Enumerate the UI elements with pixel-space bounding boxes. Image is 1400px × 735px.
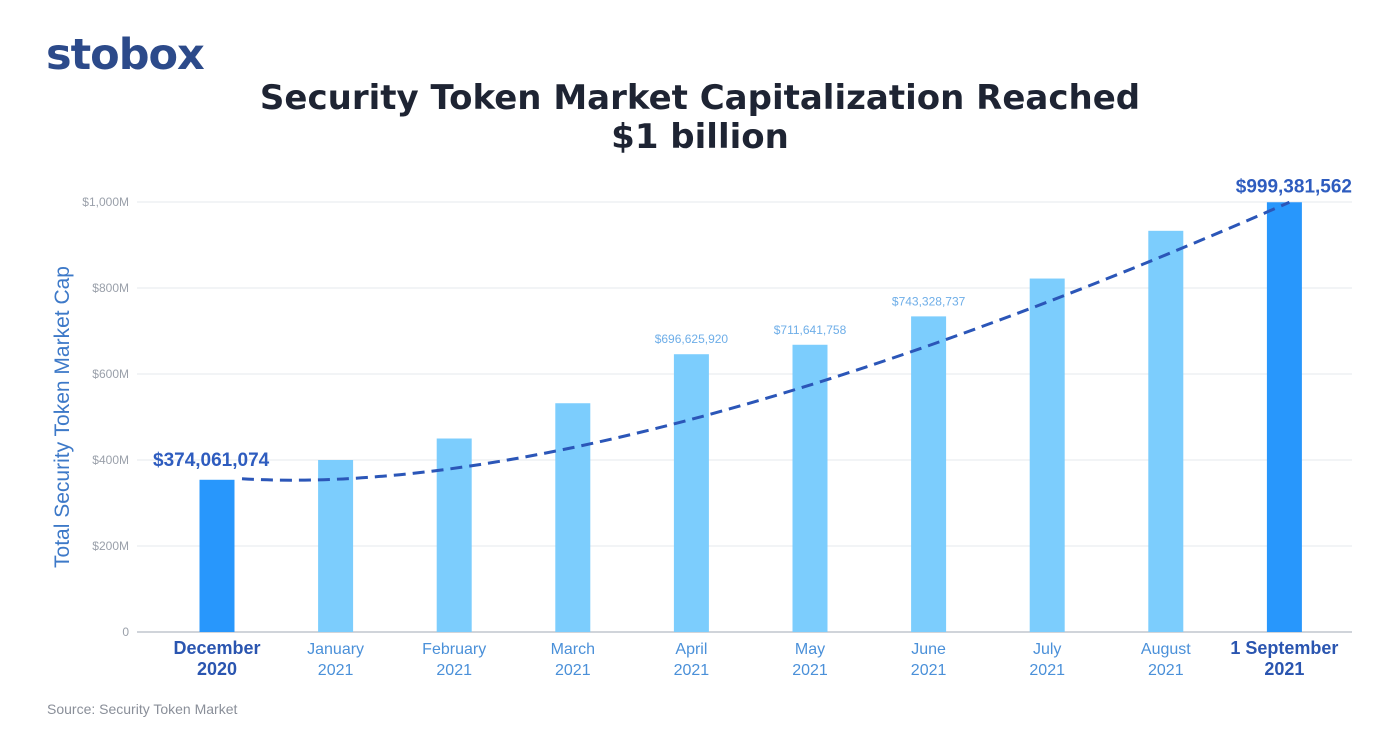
bar xyxy=(673,354,709,632)
data-label: $374,061,074 xyxy=(153,450,270,471)
chart-title: Security Token Market Capitalization Rea… xyxy=(0,79,1400,157)
x-category-label-line2: 2021 xyxy=(1029,662,1065,679)
x-category-label-line1: December xyxy=(173,638,260,658)
x-category-label-line1: August xyxy=(1141,641,1191,658)
bar xyxy=(199,479,235,632)
y-tick-label: $200M xyxy=(92,539,129,553)
x-category-label-line1: May xyxy=(795,641,825,658)
bar xyxy=(1029,278,1065,632)
x-category-label-line1: January xyxy=(307,641,364,658)
x-category-label-line2: 2021 xyxy=(555,662,591,679)
bar xyxy=(318,460,354,632)
data-label: $743,328,737 xyxy=(892,294,966,308)
x-category-label-line1: 1 September xyxy=(1230,638,1338,658)
x-category-label-line1: March xyxy=(551,641,595,658)
data-label: $696,625,920 xyxy=(655,332,729,346)
chart-title-line-2: $1 billion xyxy=(611,117,789,157)
x-category-label-line2: 2021 xyxy=(911,662,947,679)
bar-chart: 0 $200M $400M $600M $800M $1,000M Total Securi… xyxy=(51,176,1352,679)
y-axis-title: Total Security Token Market Cap xyxy=(51,266,74,568)
y-tick-label: $400M xyxy=(92,453,129,467)
x-category-label-line1: February xyxy=(422,641,486,658)
x-category-label-line2: 2021 xyxy=(674,662,710,679)
x-category-label-line2: 2021 xyxy=(318,662,354,679)
x-category-label-line1: June xyxy=(911,641,946,658)
bar xyxy=(792,344,828,632)
bar xyxy=(911,316,947,632)
x-category-label-line2: 2021 xyxy=(792,662,828,679)
bar xyxy=(1148,230,1184,632)
bar xyxy=(555,403,591,632)
y-tick-label: 0 xyxy=(122,625,129,639)
chart-title-line-1: Security Token Market Capitalization Rea… xyxy=(259,78,1141,118)
bar xyxy=(1266,202,1302,632)
x-category-label-line2: 2020 xyxy=(197,659,237,679)
x-category-label-line1: July xyxy=(1033,641,1061,658)
source-note: Source: Security Token Market xyxy=(47,701,238,717)
y-tick-label: $800M xyxy=(92,281,129,295)
trend-line xyxy=(241,200,1291,482)
x-category-label-line1: April xyxy=(675,641,707,658)
y-tick-label: $1,000M xyxy=(82,195,129,209)
y-tick-label: $600M xyxy=(92,367,129,381)
stobox-logo: stobox xyxy=(46,30,205,80)
data-label: $711,641,758 xyxy=(774,323,847,337)
data-label: $999,381,562 xyxy=(1236,176,1352,197)
x-category-label-line2: 2021 xyxy=(436,662,472,679)
x-category-label-line2: 2021 xyxy=(1264,659,1304,679)
x-category-label-line2: 2021 xyxy=(1148,662,1184,679)
